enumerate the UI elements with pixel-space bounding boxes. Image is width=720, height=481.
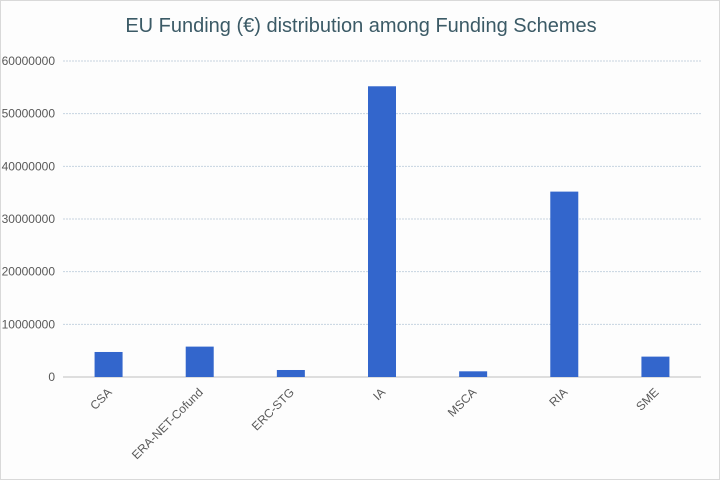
bar-csa <box>94 351 123 377</box>
x-tick-label: IA <box>370 385 388 403</box>
bar-ia <box>368 86 396 377</box>
x-tick-label: ERA-NET-Cofund <box>129 385 206 462</box>
x-tick-label: MSCA <box>445 385 479 419</box>
bar-erc-stg <box>276 369 305 377</box>
y-tick-label: 60000000 <box>2 54 56 68</box>
chart-title: EU Funding (€) distribution among Fundin… <box>125 15 597 37</box>
bar-era-net-cofund <box>185 346 214 377</box>
y-tick-label: 20000000 <box>2 265 56 279</box>
bar-msca <box>459 371 488 377</box>
x-tick-label: RIA <box>546 385 570 409</box>
bar-ria <box>550 191 579 377</box>
y-tick-label: 30000000 <box>2 212 56 226</box>
x-tick-label: SME <box>633 385 661 413</box>
x-tick-label: CSA <box>87 385 114 412</box>
y-tick-label: 50000000 <box>2 107 56 121</box>
bar-sme <box>641 356 670 377</box>
x-tick-label: ERC-STG <box>249 385 297 433</box>
y-tick-label: 0 <box>48 370 55 384</box>
y-tick-label: 40000000 <box>2 159 56 173</box>
y-tick-label: 10000000 <box>2 317 56 331</box>
